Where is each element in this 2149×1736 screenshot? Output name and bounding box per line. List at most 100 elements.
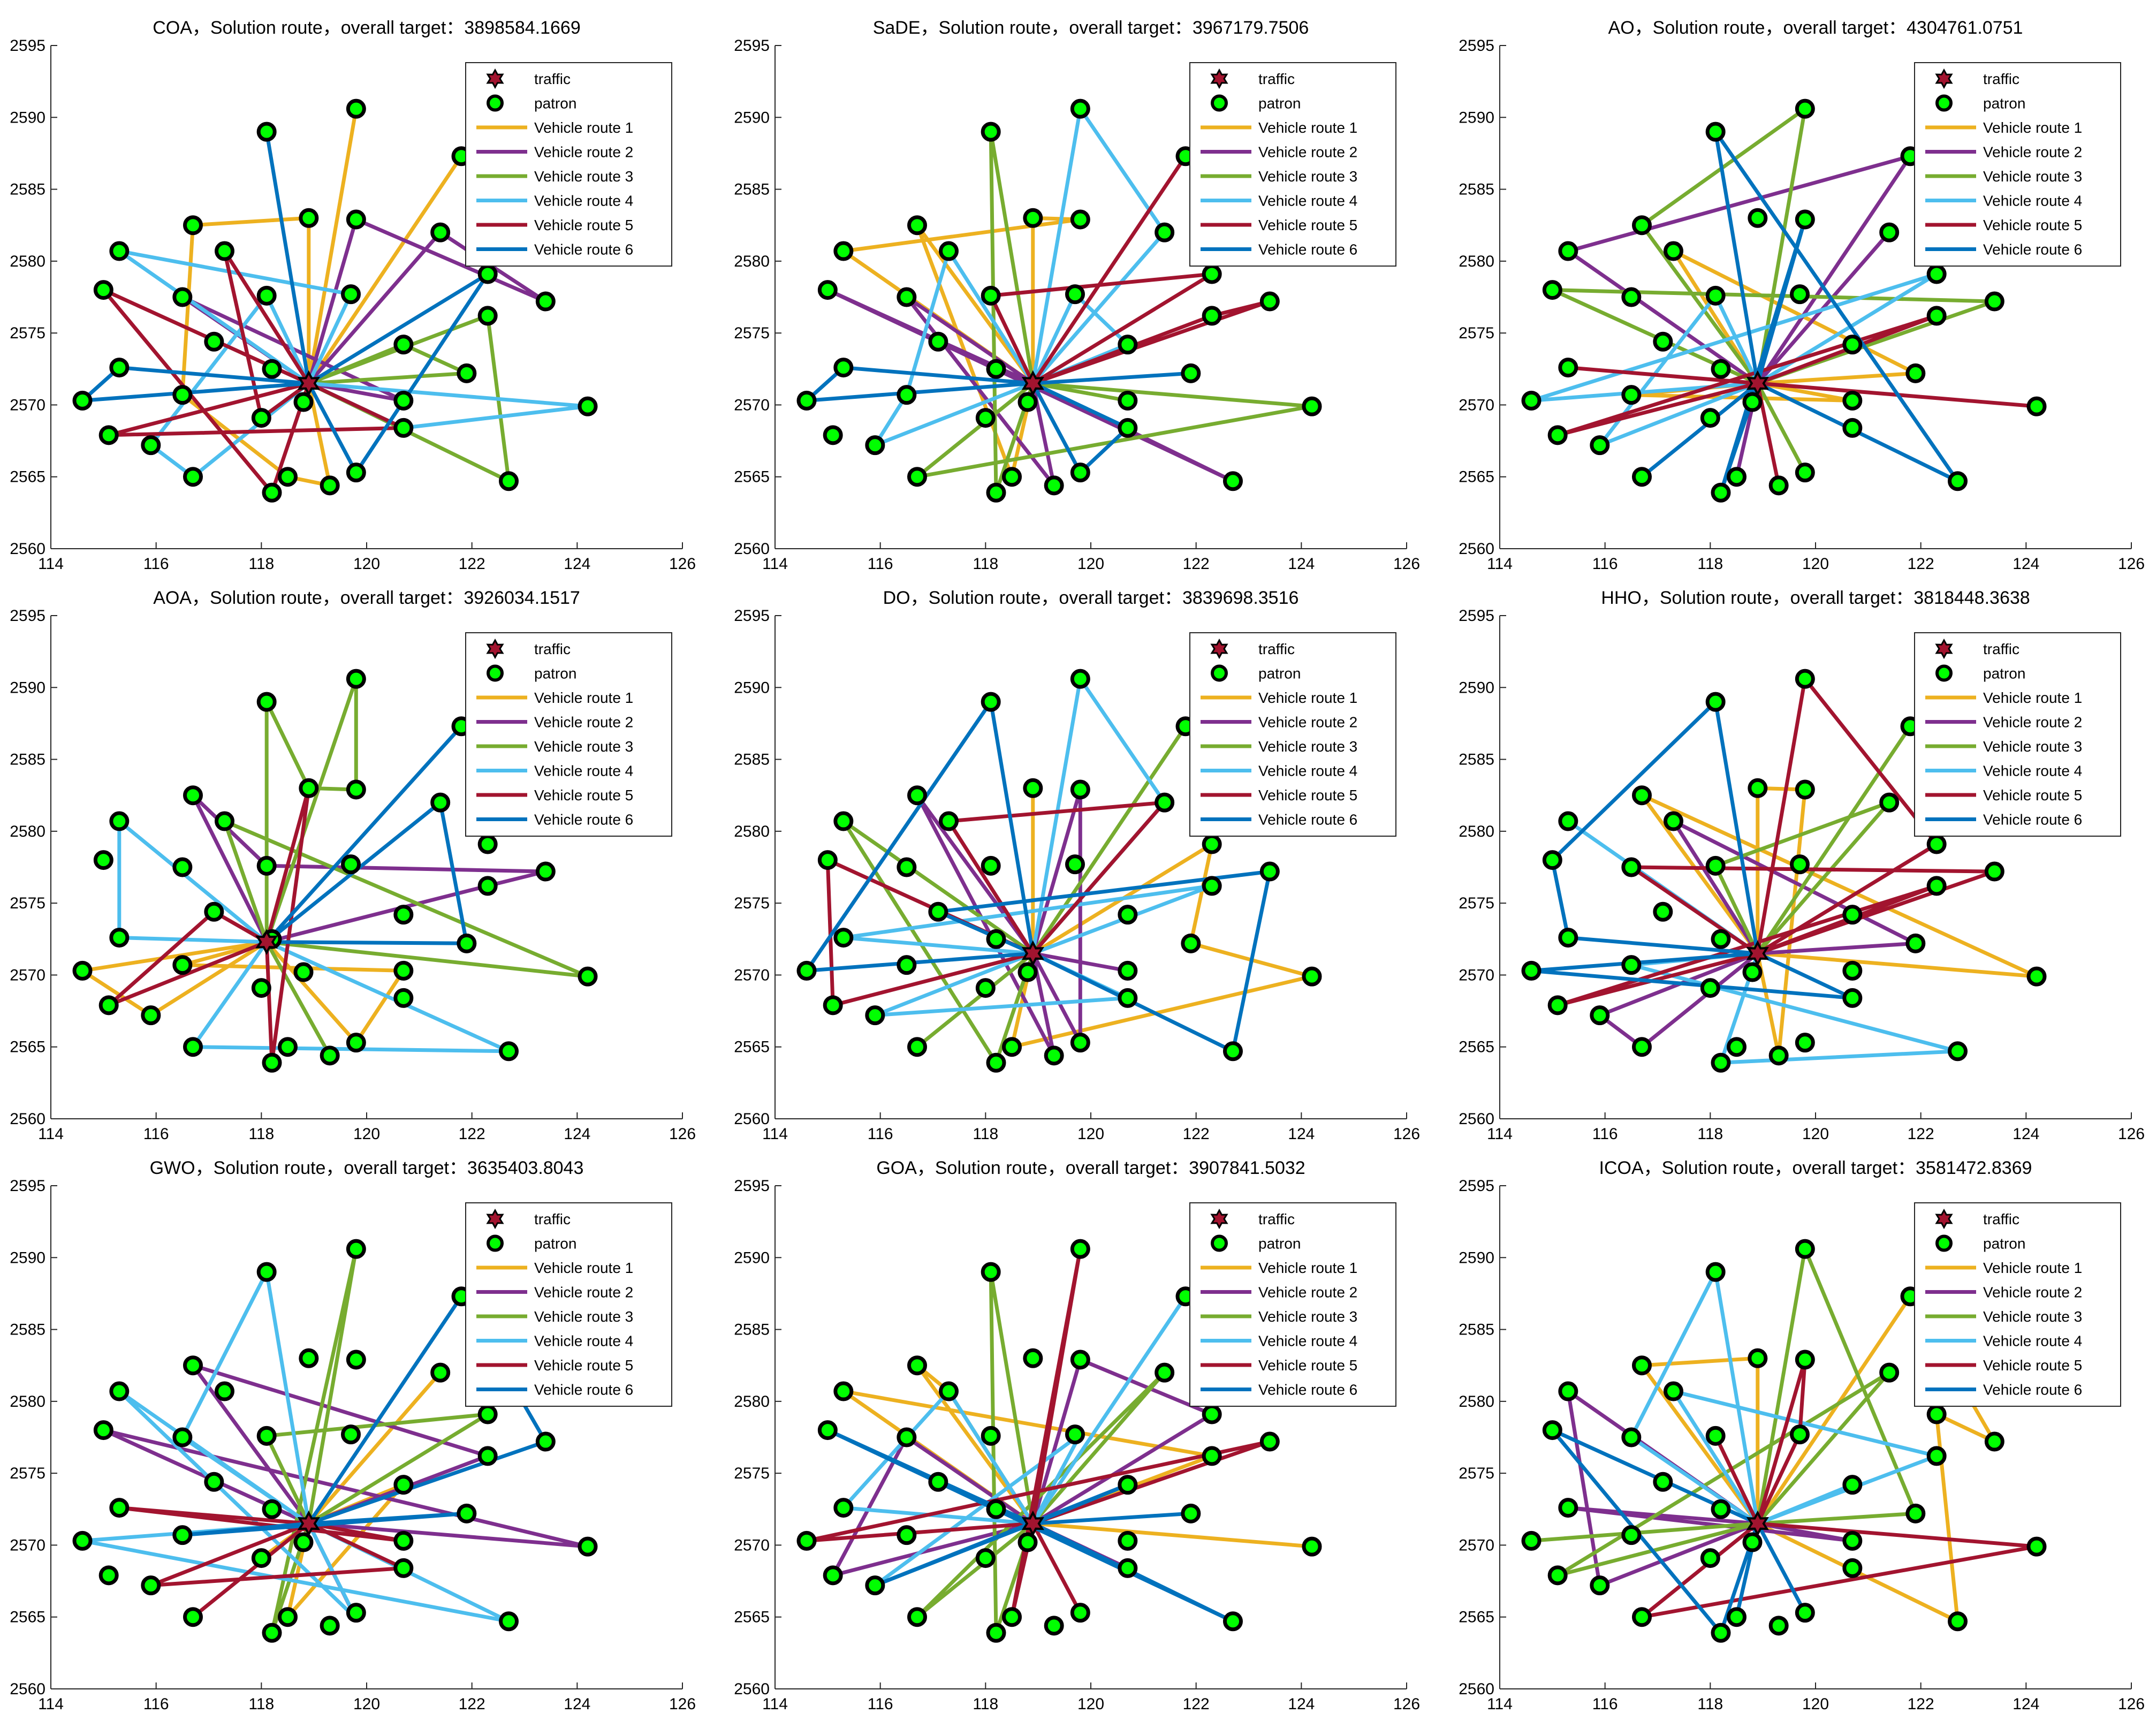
- patron-point: [1118, 1475, 1138, 1495]
- x-tick-label: 126: [1393, 1695, 1420, 1713]
- y-tick-label: 2565: [10, 1038, 45, 1056]
- legend-label: Vehicle route 5: [534, 1357, 633, 1374]
- patron-point: [1065, 1424, 1085, 1445]
- x-tick-label: 114: [38, 1695, 64, 1713]
- chart-panel: GWO，Solution route，overall target：363540…: [10, 1158, 696, 1713]
- patron-point: [823, 995, 843, 1015]
- chart-panel: DO，Solution route，overall target：3839698…: [734, 588, 1420, 1143]
- patron-point: [1664, 811, 1683, 831]
- patron-point: [1768, 475, 1789, 496]
- patron-point: [907, 1037, 927, 1057]
- patron-point: [1742, 962, 1763, 982]
- patron-point: [1842, 960, 1863, 981]
- patron-point: [865, 1005, 885, 1026]
- patron-point: [1842, 335, 1863, 355]
- patron-point: [183, 785, 203, 806]
- patron-point: [393, 905, 414, 925]
- legend-label: Vehicle route 4: [1983, 193, 2082, 209]
- patron-point: [535, 861, 556, 882]
- patron-point: [981, 1262, 1001, 1282]
- patron-point: [1842, 418, 1863, 438]
- y-tick-label: 2585: [734, 181, 770, 199]
- y-tick-label: 2575: [734, 894, 770, 912]
- patron-point: [256, 855, 277, 876]
- patron-point: [393, 988, 414, 1008]
- patron-point: [320, 1045, 340, 1066]
- patron-point: [278, 1607, 298, 1627]
- patron-point: [1002, 1037, 1022, 1057]
- chart-title: AO，Solution route，overall target：4304761…: [1608, 18, 2023, 38]
- patron-point: [1748, 778, 1768, 798]
- patron-point: [1664, 241, 1683, 261]
- patron-point: [986, 1623, 1006, 1643]
- y-tick-label: 2575: [1459, 324, 1494, 342]
- patron-point: [833, 928, 854, 948]
- patron-point: [897, 955, 917, 975]
- x-tick-label: 118: [248, 555, 274, 573]
- vehicle-route-4: [80, 1270, 511, 1624]
- patron-point: [535, 291, 556, 312]
- y-tick-label: 2575: [734, 324, 770, 342]
- y-tick-label: 2585: [734, 1321, 770, 1339]
- x-tick-label: 118: [1697, 555, 1723, 573]
- patron-point: [1202, 1404, 1222, 1424]
- patron-point: [1768, 1616, 1789, 1636]
- patron-point: [1905, 1503, 1926, 1523]
- legend-label: Vehicle route 3: [1258, 1308, 1357, 1325]
- y-tick-label: 2575: [1459, 894, 1494, 912]
- patron-point: [1711, 1623, 1731, 1643]
- x-tick-label: 126: [669, 555, 696, 573]
- patron-point: [109, 1498, 130, 1518]
- patron-point: [93, 850, 113, 870]
- patron-point: [1700, 408, 1720, 428]
- legend-label: Vehicle route 4: [534, 193, 633, 209]
- patron-point: [986, 1052, 1006, 1073]
- patron-point: [215, 811, 234, 831]
- chart-panel: GOA，Solution route，overall target：390784…: [734, 1158, 1420, 1713]
- y-tick-label: 2575: [10, 1465, 45, 1482]
- patron-point: [1790, 1424, 1810, 1445]
- chart-title: COA，Solution route，overall target：389858…: [153, 18, 580, 38]
- patron-point: [256, 1426, 277, 1446]
- y-tick-label: 2595: [10, 37, 45, 55]
- y-tick-label: 2590: [734, 679, 770, 696]
- patron-point: [1795, 1603, 1815, 1623]
- chart-panel: ICOA，Solution route，overall target：35814…: [1459, 1158, 2145, 1713]
- vehicle-route-6: [1550, 1428, 1807, 1635]
- patron-point: [1118, 960, 1138, 981]
- y-tick-label: 2595: [734, 37, 770, 55]
- x-tick-label: 122: [459, 555, 485, 573]
- y-tick-label: 2565: [10, 1609, 45, 1626]
- y-tick-label: 2580: [1459, 823, 1494, 840]
- x-tick-label: 116: [143, 555, 169, 573]
- x-tick-label: 120: [1802, 555, 1829, 573]
- legend-label: Vehicle route 5: [534, 217, 633, 233]
- patron-point: [975, 408, 996, 428]
- legend-label: Vehicle route 4: [1983, 1333, 2082, 1350]
- legend-label: Vehicle route 2: [534, 1284, 633, 1301]
- legend-label: patron: [1983, 665, 2025, 682]
- x-tick-label: 126: [2118, 1695, 2145, 1713]
- traffic-point: [297, 1510, 320, 1537]
- x-tick-label: 124: [564, 555, 590, 573]
- legend-box: [1914, 62, 2121, 267]
- legend-label: Vehicle route 6: [1258, 241, 1357, 258]
- patron-point: [393, 1530, 414, 1551]
- patron-point: [833, 1381, 854, 1401]
- patron-point: [939, 1381, 959, 1401]
- patron-point: [928, 331, 948, 352]
- patron-point: [72, 960, 93, 981]
- y-tick-label: 2570: [1459, 1536, 1494, 1554]
- patron-point: [430, 222, 451, 242]
- legend-box: [1189, 62, 1396, 267]
- patron-point: [1202, 264, 1222, 284]
- x-tick-label: 114: [38, 555, 64, 573]
- patron-point: [1259, 861, 1280, 882]
- legend-label: patron: [1983, 1235, 2025, 1252]
- patron-point: [1044, 1045, 1064, 1066]
- patron-point: [256, 285, 277, 306]
- y-tick-label: 2575: [734, 1465, 770, 1482]
- x-tick-label: 116: [868, 1695, 893, 1713]
- patron-point: [1727, 467, 1746, 487]
